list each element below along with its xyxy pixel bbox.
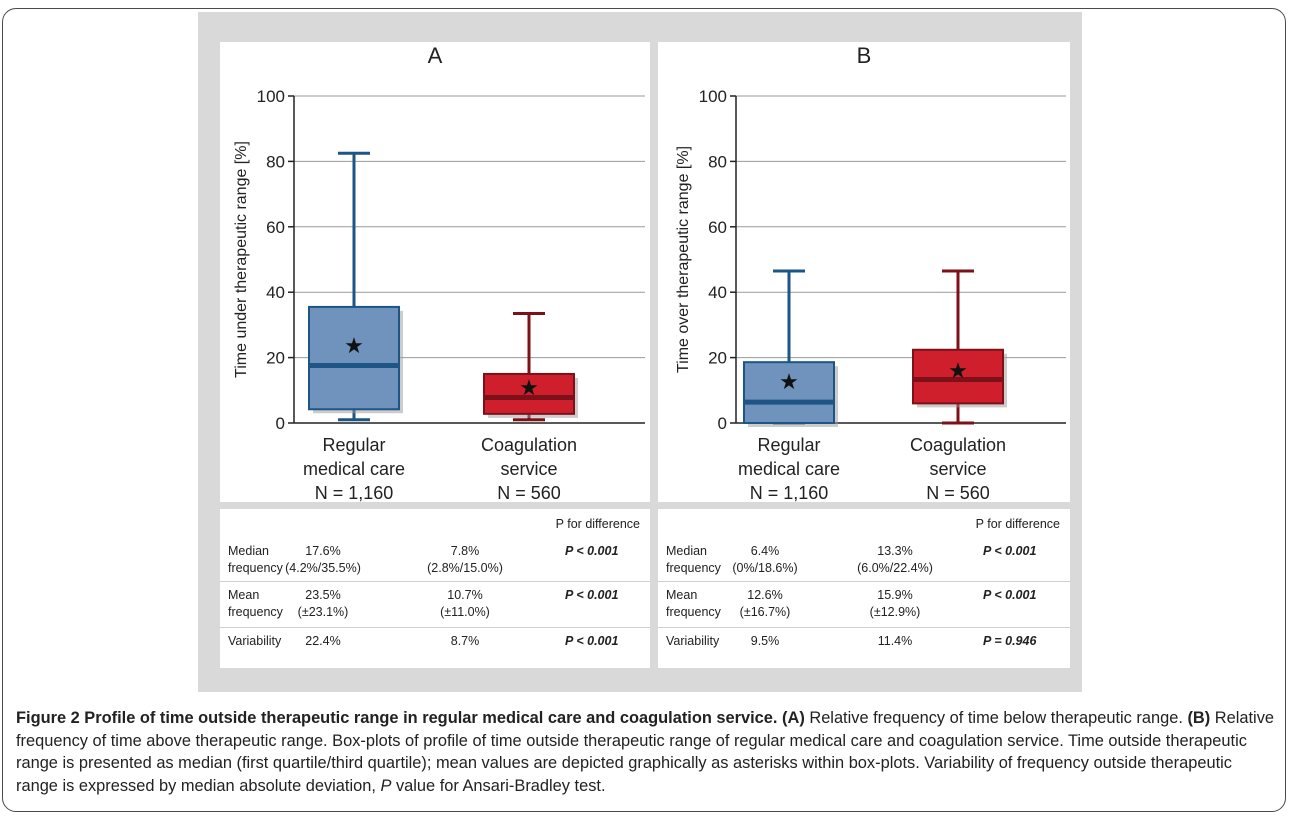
box-iqr [743,361,835,425]
stats-value-coagulation-service: 7.8% (2.8%/15.0%) [427,544,503,575]
category-label: N = 560 [497,483,561,502]
mean-asterisk-icon: ★ [344,333,364,358]
mean-asterisk-icon: ★ [948,358,968,383]
row-divider [658,627,1070,628]
stats-value-regular-care: 17.6% (4.2%/35.5%) [285,544,361,575]
p-for-difference-header: P for difference [975,517,1060,531]
box-iqr [308,305,400,411]
stats-value-coagulation-service: 15.9% (±12.9%) [869,588,921,619]
y-axis-label: Time over therapeutic range [%] [675,146,692,373]
panel-a: A 0 20 40 60 80 100 Time under therapeutic ran… [220,42,650,502]
stats-value-coagulation-service: 13.3% (6.0%/22.4%) [857,544,933,575]
category-label: Coagulation [910,435,1006,455]
category-label: service [929,459,986,479]
panel-a-title: A [427,43,443,68]
caption-b-text-2: value for Ansari-Bradley test. [391,776,606,795]
stats-row-label: Median frequency [666,544,721,575]
stats-value-coagulation-service: 8.7% [450,634,480,648]
figure-caption: Figure 2 Profile of time outside therape… [16,707,1274,797]
stats-p-value: P < 0.001 [565,588,619,602]
category-label: medical care [303,459,405,479]
stats-p-value: P < 0.001 [565,544,619,558]
y-tick-label: 100 [257,87,285,106]
stats-value-coagulation-service: 10.7% (±11.0%) [440,588,490,619]
panel-b: B 0 20 40 60 80 100 Time over therapeutic rang… [658,42,1070,502]
category-label: medical care [738,459,840,479]
y-tick-label: 0 [276,414,285,433]
y-tick-label: 80 [266,152,285,171]
caption-figure-label: Figure 2 Profile of time outside therape… [16,709,778,727]
stats-table-a: P for difference Median frequency 17.6% (4.2… [220,509,650,668]
caption-b-label: (B) [1187,709,1211,727]
category-label: service [500,459,557,479]
category-label: N = 1,160 [315,483,394,502]
y-tick-label: 100 [699,87,727,106]
y-tick-label: 20 [708,349,727,368]
stats-value-regular-care: 12.6% (±16.7%) [739,588,791,619]
caption-a-label: (A) [782,709,805,727]
stats-value-regular-care: 23.5% (±23.1%) [297,588,349,619]
category-label: Coagulation [481,435,577,455]
stats-p-value: P = 0.946 [983,634,1037,648]
caption-p-italic: P [380,776,392,795]
y-tick-label: 40 [266,283,285,302]
category-label: N = 560 [926,483,990,502]
figure-frame [2,8,1286,812]
mean-asterisk-icon: ★ [519,375,539,400]
caption-b-text-1: Relative frequency of time above therape… [16,709,1275,795]
stats-row-label: Median frequency [228,544,283,575]
row-divider [220,581,650,582]
stats-value-coagulation-service: 11.4% [877,634,913,648]
mean-asterisk-icon: ★ [779,369,799,394]
stats-value-regular-care: 6.4% (0%/18.6%) [732,544,798,575]
row-divider [220,627,650,628]
y-tick-label: 60 [266,218,285,237]
y-tick-label: 0 [718,414,727,433]
row-divider [658,581,1070,582]
stats-table-b: P for difference Median frequency 6.4% (0%/1… [658,509,1070,668]
stats-p-value: P < 0.001 [565,634,619,648]
category-label: Regular [757,435,820,455]
stats-row-label: Variability [228,634,282,648]
stats-row-label: Variability [666,634,720,648]
y-tick-label: 20 [266,349,285,368]
stats-p-value: P < 0.001 [983,588,1037,602]
p-for-difference-header: P for difference [555,517,640,531]
box-iqr [483,372,575,415]
category-label: N = 1,160 [750,483,829,502]
stats-value-regular-care: 9.5% [750,634,780,648]
caption-a-text: Relative frequency of time below therape… [804,709,1188,727]
stats-p-value: P < 0.001 [983,544,1037,558]
category-label: Regular [322,435,385,455]
y-tick-label: 60 [708,218,727,237]
y-tick-label: 80 [708,152,727,171]
stats-row-label: Mean frequency [666,588,721,619]
chart-b: 0 20 40 60 80 100 Time over therapeutic range … [675,87,1066,502]
y-axis-label: Time under therapeutic range [%] [233,141,250,378]
y-tick-label: 40 [708,283,727,302]
panel-b-title: B [856,43,872,68]
chart-a: 0 20 40 60 80 100 Time under therapeutic range… [233,87,645,502]
box-iqr [912,348,1004,405]
stats-value-regular-care: 22.4% [305,634,341,648]
stats-row-label: Mean frequency [228,588,283,619]
